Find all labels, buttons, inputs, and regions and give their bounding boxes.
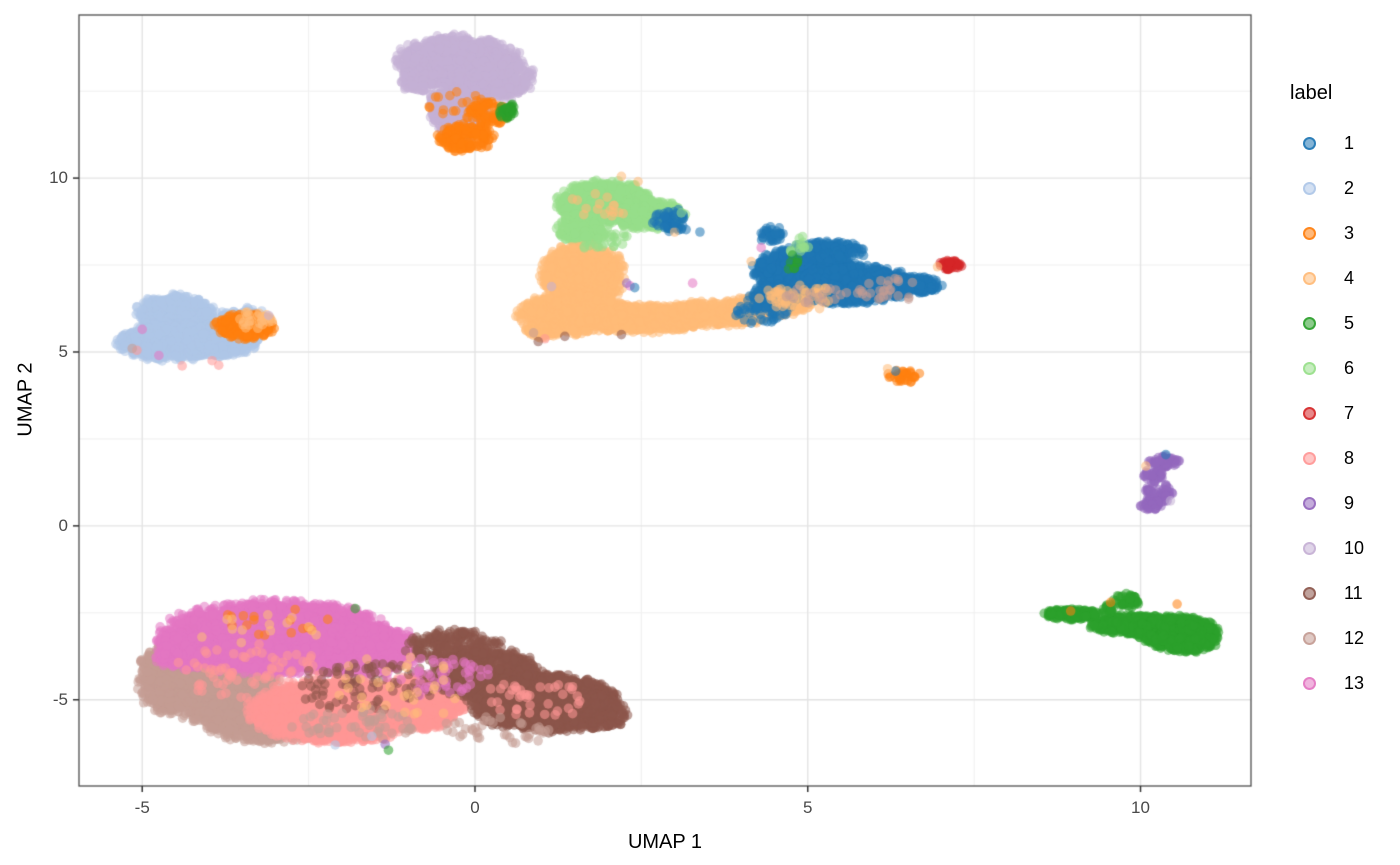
x-tick-label-5: 5 bbox=[803, 798, 813, 817]
y-tick-label--5: -5 bbox=[52, 689, 68, 709]
y-tick-label-10: 10 bbox=[49, 168, 68, 188]
x-axis-title: UMAP 1 bbox=[627, 831, 703, 853]
y-axis-title: UMAP 2 bbox=[14, 362, 37, 437]
x-tick-label--5: -5 bbox=[134, 798, 150, 817]
x-tick-label-10: 10 bbox=[1131, 798, 1150, 817]
x-tick-label-0: 0 bbox=[470, 798, 480, 817]
y-tick-label-5: 5 bbox=[58, 341, 68, 361]
y-tick-label-0: 0 bbox=[58, 515, 68, 535]
